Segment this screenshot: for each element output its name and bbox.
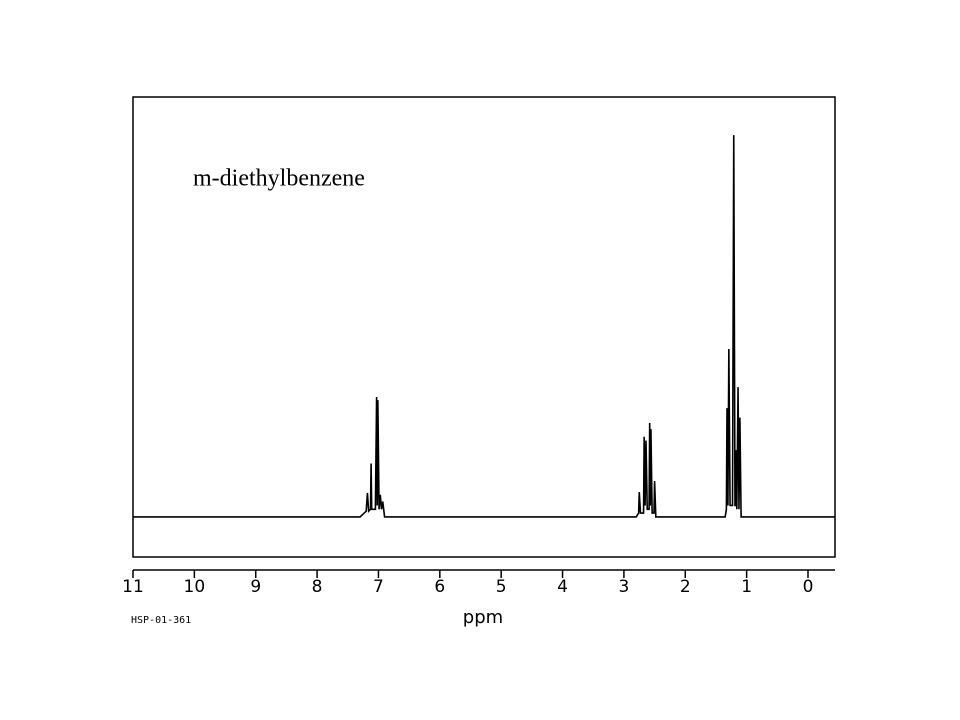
- x-tick-label: 3: [618, 577, 629, 597]
- spectrum-code: HSP-01-361: [131, 615, 191, 626]
- x-axis-label: ppm: [463, 607, 503, 628]
- x-tick-label: 4: [557, 577, 568, 597]
- x-tick-label: 8: [312, 577, 323, 597]
- spectrum-line: [133, 135, 835, 518]
- x-tick-label: 10: [184, 577, 206, 597]
- annotation: m-diethylbenzene: [193, 166, 365, 192]
- x-tick-label: 11: [122, 577, 144, 597]
- x-tick-label: 6: [434, 577, 445, 597]
- x-tick-label: 5: [496, 577, 507, 597]
- x-tick-label: 7: [373, 577, 384, 597]
- x-tick-label: 0: [803, 577, 814, 597]
- x-tick-label: 1: [741, 577, 752, 597]
- x-tick-label: 9: [250, 577, 261, 597]
- plot-frame: [132, 96, 836, 558]
- x-tick-label: 2: [680, 577, 691, 597]
